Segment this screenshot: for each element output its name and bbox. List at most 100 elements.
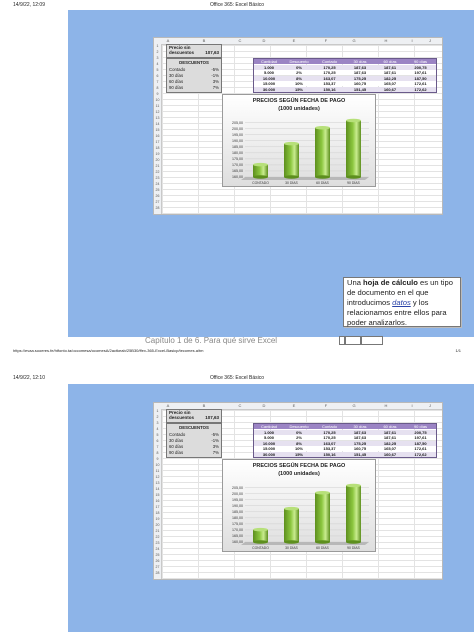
row-header: 2 [156,50,159,54]
table-cell: 5.000 [263,435,274,441]
bar-top [346,118,361,123]
x-category-label: CONTADO [252,546,269,550]
page-header: 14/9/22, 12:10 Office 365: Excel Básico [0,373,474,383]
table-cell: 0% [296,430,302,435]
column-header: C [238,403,242,408]
row-header: 9 [156,92,159,96]
row-header: 4 [156,427,159,431]
row-header-bar: 1 2 3 4 5 6 7 8 9 10 11 12 13 14 15 16 17 18 19 20 21 22 23 24 2… [154,44,162,214]
pager-segment[interactable] [345,336,361,345]
bar-base [253,540,268,544]
bar-base [315,540,330,544]
row-header: 15 [155,128,160,132]
row-header: 19 [155,517,160,521]
table-cell: 170,25 [323,65,336,70]
pager-segment[interactable] [361,336,383,345]
y-tick-label: 170,00 [232,528,243,532]
row-header: 28 [155,206,160,210]
tooltip-link-datos[interactable]: datos [392,298,411,307]
row-header: 6 [156,439,159,443]
descuento-label: Contado [169,432,186,437]
chart-subtitle: (1000 unidades) [278,471,320,477]
table-header-cell: 90 días [405,59,436,64]
row-header: 18 [155,146,160,150]
y-tick-label: 205,00 [232,486,243,490]
table-cell: 10% [294,81,303,87]
table-cell: 160,67 [383,86,397,92]
row-header: 23 [155,176,160,180]
chart-title: PRECIOS SEGÚN FECHA DE PAGO [252,98,346,104]
y-tick-label: 185,00 [232,510,243,514]
price-chart: PRECIOS SEGÚN FECHA DE PAGO (1000 unidade… [222,459,376,552]
table-cell: 1.000 [263,65,274,70]
table-cell: 165,07 [383,446,397,452]
precio-label: Precio sin [169,410,191,415]
row-header: 8 [156,86,159,90]
table-header-cell: 30 días [345,59,375,64]
row-header: 5 [156,68,159,72]
table-header-cell: 30 días [345,424,375,429]
bar-contado [253,164,268,177]
table-header-cell: Descuento [284,59,314,64]
table-cell: 187,63 [353,435,367,441]
precio-value: 107,63 [205,415,219,420]
pager-prev-button[interactable] [339,336,345,345]
column-header: A [166,403,170,408]
table-header-cell: 60 días [375,424,405,429]
table-cell: 182,25 [383,75,397,81]
column-header: D [262,403,266,408]
descuento-pct: 3% [212,444,219,449]
table-cell: 187,63 [353,70,367,76]
spreadsheet-image: A B C D E F G H I J 1 2 3 4 5 6 7 8 9 10 11 12 13 14 15 16 17 18 19 2… [153,402,443,580]
row-header: 16 [155,134,160,138]
row-header: 22 [155,535,160,539]
tooltip-text-post: y los relacionamos entre ellos para pode… [347,298,447,327]
table-cell: 151,45 [353,451,367,457]
row-header: 4 [156,62,159,66]
y-tick-label: 200,00 [232,492,243,496]
table-row: 1.000 0% 170,25 187,63 187,61 200,75 [254,430,436,435]
table-cell: 1.000 [263,430,274,435]
bar-top [284,506,299,511]
table-cell: 10.000 [262,75,276,81]
table-row: 15.000 10% 153,37 160,75 165,07 172,61 [254,81,436,87]
table-cell: 150,16 [323,451,336,457]
column-header: I [411,403,413,408]
table-cell: 10% [294,446,303,452]
row-header: 17 [155,505,160,509]
bar-top [253,527,268,532]
row-header: 12 [155,475,160,479]
spreadsheet-image: A B C D E F G H I J 1 2 3 4 5 6 7 8 9 10 11 12 13 14 15 16 17 18 19 2… [153,37,443,215]
table-cell: 2% [296,435,302,441]
table-cell: 8% [296,75,302,81]
descuento-pct: -5% [211,67,219,72]
bar-top [284,141,299,146]
y-tick-label: 205,00 [232,121,243,125]
table-cell: 150,16 [323,86,336,92]
table-cell: 197,61 [414,435,427,441]
row-header: 7 [156,80,159,84]
row-header: 28 [155,571,160,575]
descuentos-header: DESCUENTOS [179,60,209,65]
x-category-label: CONTADO [252,181,269,185]
column-header: B [202,38,206,43]
row-header: 26 [155,194,160,198]
row-header: 2 [156,415,159,419]
table-row: 10.000 8% 163,07 175,25 182,25 187,50 [254,75,436,81]
bar-30-días [284,508,299,542]
table-row: 30.000 15% 150,16 151,45 160,67 172,62 [254,86,436,92]
slide-pager[interactable] [339,336,383,345]
chapter-caption: Capítulo 1 de 6. Para qué sirve Excel [145,336,278,345]
table-header-cell: 60 días [375,59,405,64]
table-cell: 15.000 [262,446,276,452]
descuento-label: 30 días [169,73,184,78]
y-tick-label: 195,00 [232,133,243,137]
precio-value: 107,63 [205,50,219,55]
table-cell: 187,61 [383,70,397,76]
row-header: 10 [155,98,160,102]
table-cell: 172,62 [414,451,427,457]
column-header: E [292,38,296,43]
row-header: 3 [156,56,159,60]
table-cell: 200,75 [414,430,427,435]
y-tick-label: 190,00 [232,504,243,508]
